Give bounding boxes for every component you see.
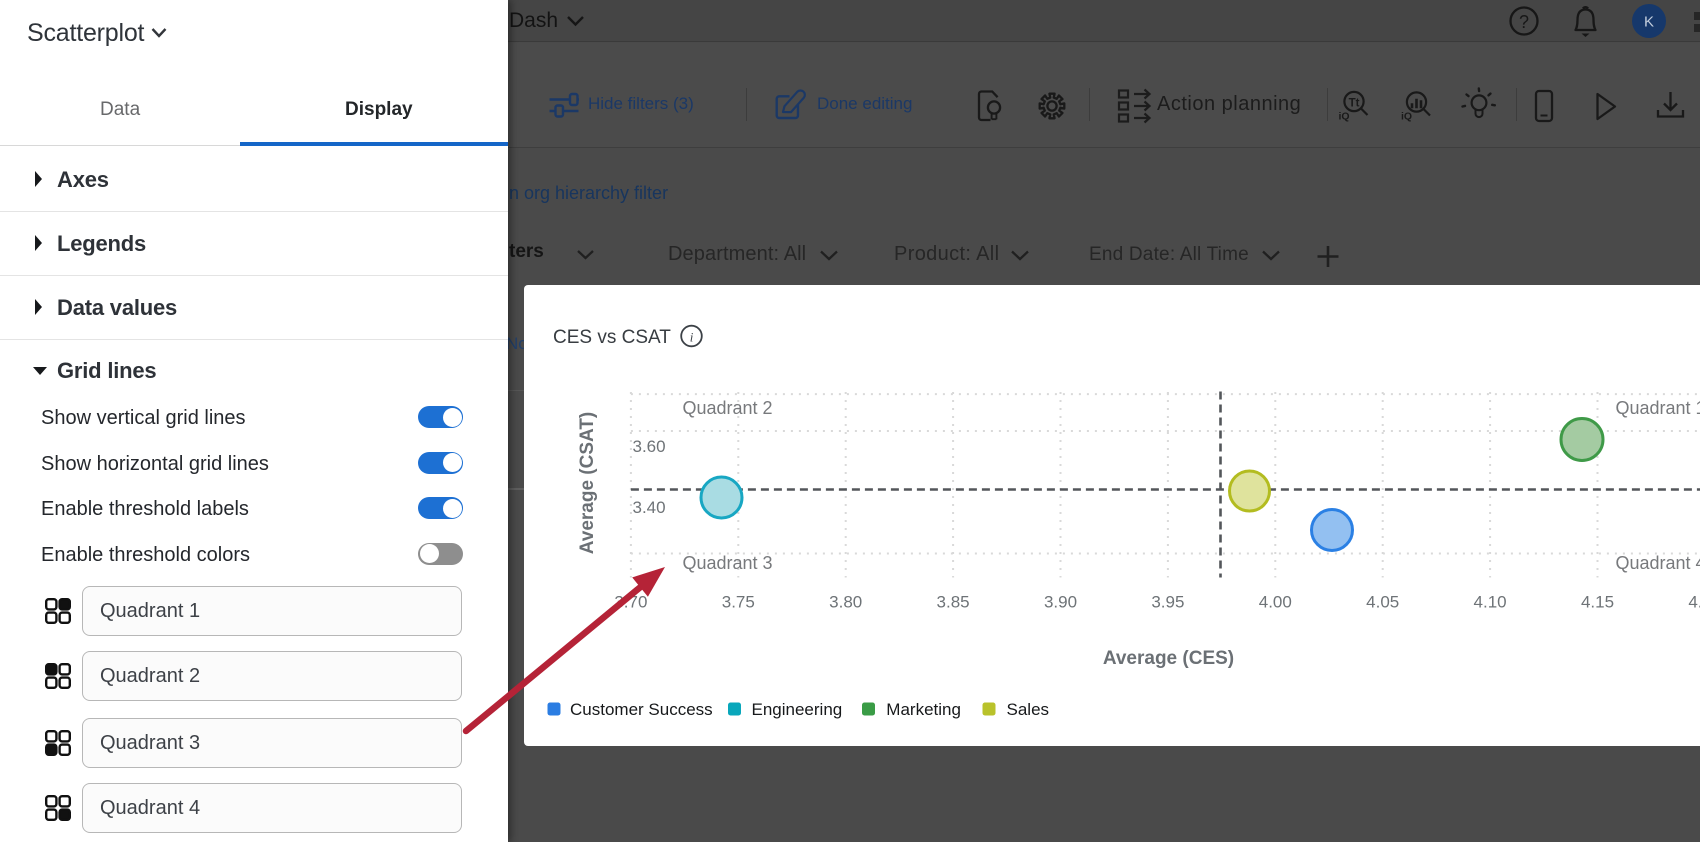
svg-text:3.95: 3.95 [1151, 593, 1184, 612]
svg-text:3.70: 3.70 [614, 593, 647, 612]
svg-text:Engineering: Engineering [752, 700, 843, 719]
svg-text:Tt: Tt [1349, 98, 1360, 110]
svg-text:Customer Success: Customer Success [570, 700, 713, 719]
svg-text:4.20: 4.20 [1688, 593, 1700, 612]
svg-text:Quadrant 4: Quadrant 4 [1616, 553, 1700, 573]
svg-text:Marketing: Marketing [886, 700, 961, 719]
svg-text:Quadrant 2: Quadrant 2 [683, 398, 773, 418]
svg-text:Sales: Sales [1007, 700, 1050, 719]
svg-text:3.60: 3.60 [633, 437, 666, 456]
svg-text:3.90: 3.90 [1044, 593, 1077, 612]
svg-text:Quadrant 1: Quadrant 1 [1616, 398, 1700, 418]
svg-text:Average (CSAT): Average (CSAT) [577, 412, 598, 555]
svg-text:iQ: iQ [1401, 111, 1412, 123]
svg-text:Quadrant 3: Quadrant 3 [683, 553, 773, 573]
svg-text:?: ? [1519, 12, 1529, 32]
svg-text:iQ: iQ [1339, 111, 1350, 123]
svg-text:4.00: 4.00 [1259, 593, 1292, 612]
svg-text:3.80: 3.80 [829, 593, 862, 612]
svg-text:i: i [690, 330, 694, 345]
svg-text:4.15: 4.15 [1581, 593, 1614, 612]
svg-text:3.75: 3.75 [722, 593, 755, 612]
svg-text:3.85: 3.85 [937, 593, 970, 612]
svg-text:CES vs CSAT: CES vs CSAT [553, 327, 671, 348]
svg-text:4.05: 4.05 [1366, 593, 1399, 612]
svg-text:4.10: 4.10 [1474, 593, 1507, 612]
svg-text:Average (CES): Average (CES) [1103, 648, 1234, 669]
svg-text:3.40: 3.40 [633, 498, 666, 517]
svg-text:K: K [1644, 14, 1654, 31]
